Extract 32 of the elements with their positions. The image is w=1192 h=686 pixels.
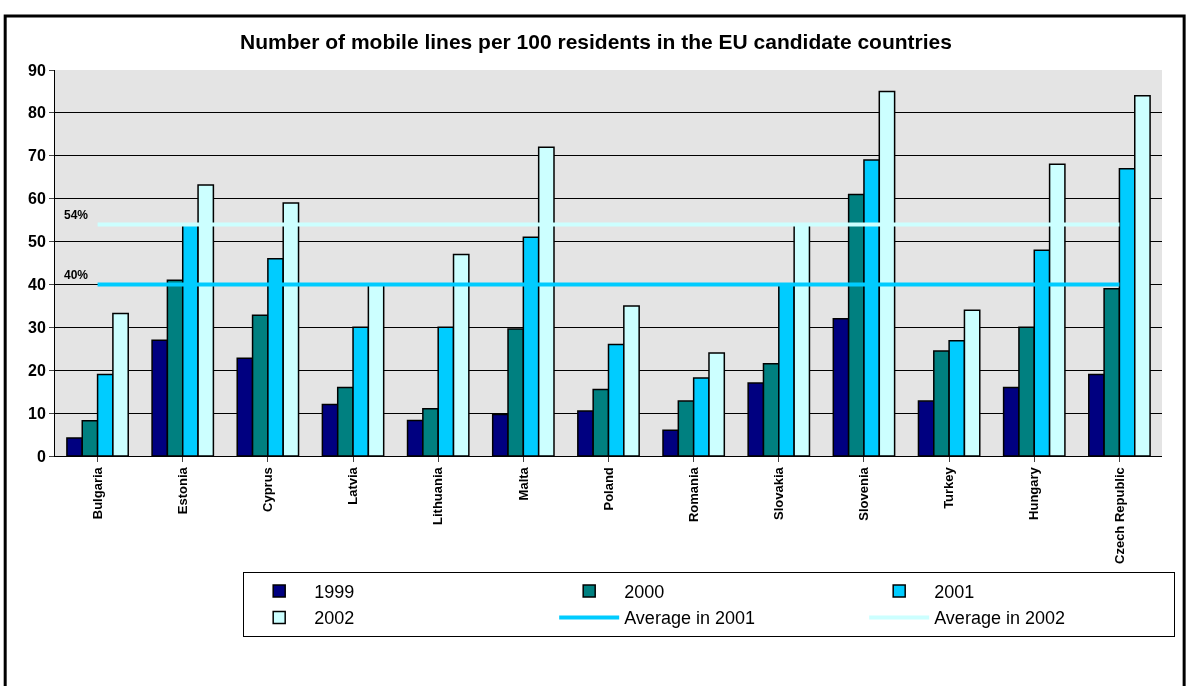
x-tick-label: Bulgaria: [89, 466, 105, 520]
x-tick-label: Turkey: [941, 466, 957, 509]
chart-title: Number of mobile lines per 100 residents in the EU candidate countries: [240, 30, 952, 53]
annotation: 40%: [64, 268, 89, 282]
x-tick-label: Cyprus: [260, 467, 276, 512]
y-tick-label: 80: [28, 104, 46, 122]
legend-label: 1999: [314, 582, 355, 603]
legend-label: Average in 2002: [934, 608, 1065, 629]
legend-label: 2002: [314, 608, 355, 629]
legend-label: 2001: [934, 582, 975, 603]
y-tick-label: 20: [28, 361, 46, 379]
x-tick-label: Hungary: [1026, 466, 1042, 520]
x-tick-label: Slovakia: [771, 466, 787, 520]
y-tick-label: 30: [28, 318, 46, 336]
legend-label: Average in 2001: [624, 608, 755, 629]
x-tick-label: Slovenia: [856, 466, 872, 521]
y-tick-label: 90: [28, 61, 46, 79]
x-tick-label: Poland: [600, 467, 616, 511]
annotation: 54%: [64, 208, 89, 222]
x-tick-label: Czech Republic: [1111, 467, 1127, 564]
legend-label: 2000: [624, 582, 665, 603]
y-tick-label: 40: [28, 276, 46, 294]
y-tick-label: 60: [28, 190, 46, 208]
x-tick-label: Lithuania: [430, 466, 446, 525]
x-tick-label: Latvia: [345, 466, 361, 505]
y-tick-label: 0: [36, 447, 46, 465]
x-tick-label: Estonia: [174, 466, 190, 515]
y-tick-label: 50: [28, 233, 46, 251]
x-tick-label: Romania: [685, 466, 701, 523]
y-tick-label: 70: [28, 147, 46, 165]
y-tick-label: 10: [28, 404, 46, 422]
x-tick-label: Malta: [515, 466, 531, 501]
